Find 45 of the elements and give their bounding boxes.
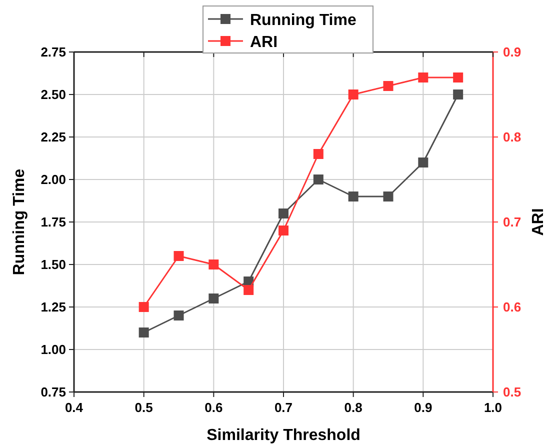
point — [313, 174, 324, 184]
point — [138, 328, 149, 338]
point — [418, 72, 428, 82]
point — [244, 285, 254, 295]
x-tick-label: 0.9 — [414, 400, 432, 415]
y2-tick-label: 0.7 — [503, 214, 522, 230]
x-tick-label: 1.0 — [484, 400, 502, 415]
y2-tick-label: 0.5 — [503, 384, 522, 400]
y2-tick-label: 0.8 — [503, 130, 522, 144]
point — [174, 310, 184, 320]
point — [383, 81, 394, 91]
point — [278, 208, 288, 218]
point — [208, 260, 219, 270]
y-tick-label: 1.25 — [40, 300, 66, 314]
point — [383, 192, 394, 202]
legend-label: ARI — [250, 34, 278, 51]
y-tick-label: 2.75 — [40, 44, 66, 60]
y2-tick-label: 0.9 — [503, 44, 522, 60]
point — [453, 72, 464, 82]
y2-tick-label: 0.6 — [503, 300, 522, 314]
y-tick-label: 1.00 — [40, 342, 66, 357]
point — [348, 192, 358, 202]
point — [138, 302, 149, 312]
y2-axis-title: ARI — [530, 208, 547, 236]
x-tick-label: 0.4 — [64, 400, 84, 415]
point — [174, 251, 184, 261]
y-tick-label: 1.50 — [40, 257, 66, 272]
point — [418, 158, 428, 168]
point — [313, 149, 324, 159]
x-axis-title: Similarity Threshold — [206, 427, 360, 444]
y-tick-label: 2.50 — [40, 87, 66, 102]
x-tick-label: 0.6 — [204, 400, 223, 415]
point — [453, 90, 464, 100]
x-tick-label: 0.7 — [274, 400, 293, 415]
point — [208, 294, 219, 304]
x-tick-label: 0.8 — [344, 400, 362, 415]
point — [348, 90, 358, 100]
legend-label: Running Time — [250, 12, 356, 29]
y-tick-label: 2.00 — [40, 172, 66, 187]
y-axis-title: Running Time — [11, 168, 28, 276]
x-tick-label: 0.5 — [134, 400, 153, 415]
y-tick-label: 0.75 — [40, 384, 66, 400]
y-tick-label: 1.75 — [40, 214, 66, 230]
point — [278, 226, 288, 236]
y-tick-label: 2.25 — [40, 130, 66, 144]
